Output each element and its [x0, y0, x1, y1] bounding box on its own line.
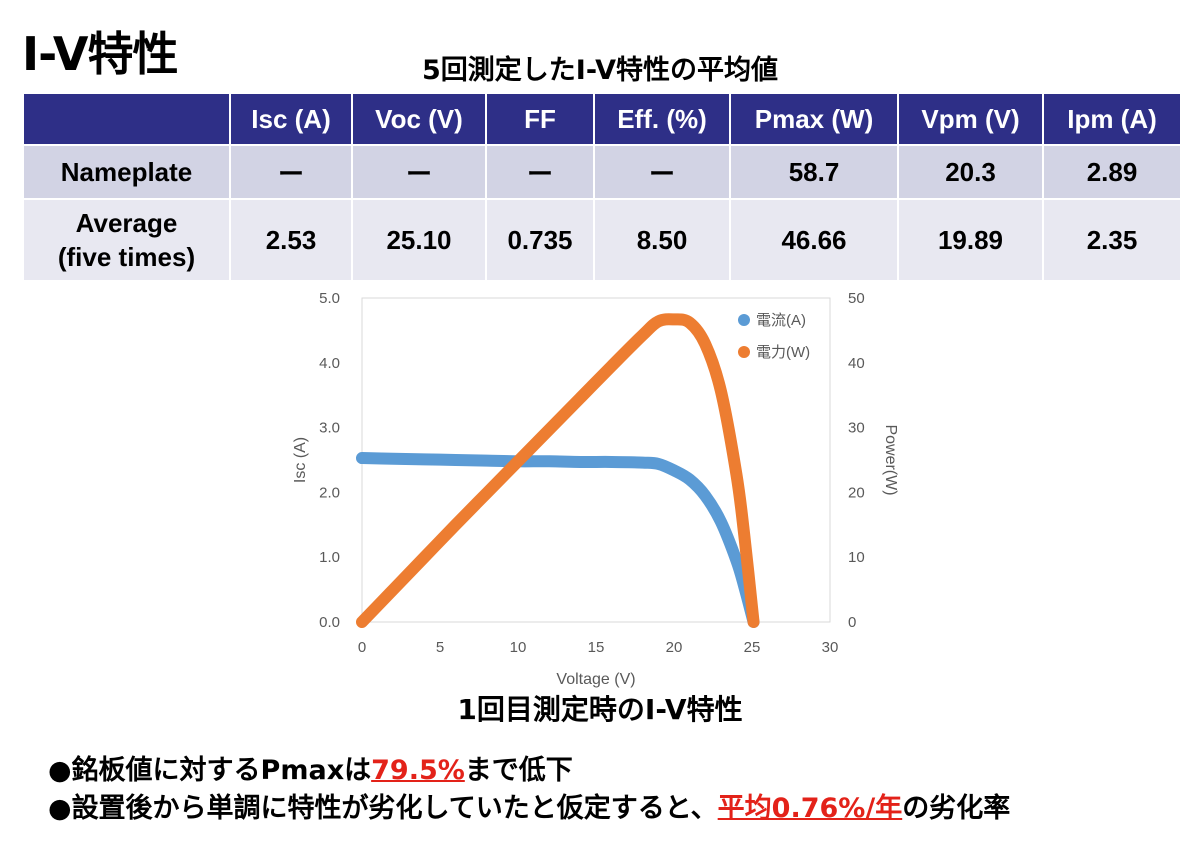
y-tick-label: 3.0: [319, 420, 340, 437]
row-label-line2: (five times): [57, 242, 196, 272]
bullet-item: ●銘板値に対するPmaxは79.5%まで低下: [48, 752, 1010, 790]
bullet-text: 設置後から単調に特性が劣化していたと仮定すると、: [71, 793, 718, 824]
y2-tick-label: 0: [848, 614, 856, 631]
x-tick-label: 20: [666, 639, 683, 656]
bullet-marker: ●: [48, 793, 72, 824]
bullet-text-end: まで低下: [464, 755, 573, 786]
table-cell: 2.89: [1042, 144, 1182, 200]
y-tick-label: 0.0: [319, 614, 340, 631]
y2-tick-label: 20: [848, 484, 865, 501]
bullet-highlight: 79.5%: [371, 755, 465, 786]
y2-tick-label: 30: [848, 420, 865, 437]
header-cell-voc: Voc (V): [351, 92, 487, 146]
y2-axis-title: Power(W): [882, 424, 899, 495]
y-tick-label: 2.0: [319, 484, 340, 501]
table-cell: 0.735: [485, 198, 595, 282]
header-cell-ipm: Ipm (A): [1042, 92, 1182, 146]
y2-tick-label: 40: [848, 355, 865, 372]
table-cell: 46.66: [729, 198, 899, 282]
y-tick-label: 4.0: [319, 355, 340, 372]
table-cell: 2.53: [229, 198, 353, 282]
bullet-item: ●設置後から単調に特性が劣化していたと仮定すると、平均0.76%/年の劣化率: [48, 790, 1010, 828]
legend-label: 電力(W): [756, 344, 810, 361]
row-label: Average (five times): [22, 198, 231, 282]
x-axis-title: Voltage (V): [556, 671, 635, 688]
y-tick-label: 5.0: [319, 290, 340, 307]
table-cell: 19.89: [897, 198, 1044, 282]
table-row: Average (five times) 2.53 25.10 0.735 8.…: [22, 198, 1182, 282]
table-header-row: Isc (A) Voc (V) FF Eff. (%) Pmax (W) Vpm…: [22, 92, 1182, 146]
bullet-highlight: 平均0.76%/年: [717, 793, 903, 824]
legend-marker: [738, 314, 750, 326]
table-cell: 20.3: [897, 144, 1044, 200]
table-cell: ー: [593, 144, 731, 200]
table-caption: 5回測定したI-V特性の平均値: [422, 55, 778, 86]
x-tick-label: 30: [822, 639, 839, 656]
table-cell: ー: [229, 144, 353, 200]
header-cell-eff: Eff. (%): [593, 92, 731, 146]
series-line-1: [356, 452, 760, 628]
table-cell: ー: [351, 144, 487, 200]
legend-label: 電流(A): [756, 312, 806, 329]
table-cell: 2.35: [1042, 198, 1182, 282]
table-cell: 25.10: [351, 198, 487, 282]
y2-tick-label: 10: [848, 549, 865, 566]
row-label: Nameplate: [22, 144, 231, 200]
table-cell: 8.50: [593, 198, 731, 282]
bullet-list: ●銘板値に対するPmaxは79.5%まで低下 ●設置後から単調に特性が劣化してい…: [48, 752, 1010, 828]
y-tick-label: 1.0: [319, 549, 340, 566]
header-cell-ff: FF: [485, 92, 595, 146]
bullet-text-end: の劣化率: [902, 793, 1011, 824]
y-axis-title: Isc (A): [292, 437, 309, 483]
iv-chart: 0 5 10 15 20 25 30 0.0 1.0 2.0 3.0 4.0 5.0 0 10 20 30 40 5…: [0, 280, 1200, 690]
x-tick-label: 25: [744, 639, 761, 656]
bullet-marker: ●: [48, 755, 72, 786]
table-cell: ー: [485, 144, 595, 200]
chart-caption: 1回目測定時のI-V特性: [457, 693, 743, 726]
x-tick-label: 5: [436, 639, 444, 656]
x-tick-label: 15: [588, 639, 605, 656]
header-cell-pmax: Pmax (W): [729, 92, 899, 146]
row-label-line1: Average: [75, 208, 178, 238]
page-title: I-V特性: [22, 27, 178, 81]
iv-chart-svg: 0 5 10 15 20 25 30 0.0 1.0 2.0 3.0 4.0 5.0 0 10 20 30 40 5…: [292, 290, 899, 688]
x-tick-label: 10: [510, 639, 527, 656]
table-row: Nameplate ー ー ー ー 58.7 20.3 2.89: [22, 144, 1182, 200]
y2-tick-label: 50: [848, 290, 865, 307]
bullet-text: 銘板値に対するPmaxは: [71, 755, 372, 786]
header-cell-empty: [22, 92, 231, 146]
series-line-2: [356, 313, 760, 628]
table-cell: 58.7: [729, 144, 899, 200]
iv-summary-table: Isc (A) Voc (V) FF Eff. (%) Pmax (W) Vpm…: [22, 92, 1182, 282]
legend-marker: [738, 346, 750, 358]
header-cell-isc: Isc (A): [229, 92, 353, 146]
x-tick-label: 0: [358, 639, 366, 656]
header-cell-vpm: Vpm (V): [897, 92, 1044, 146]
